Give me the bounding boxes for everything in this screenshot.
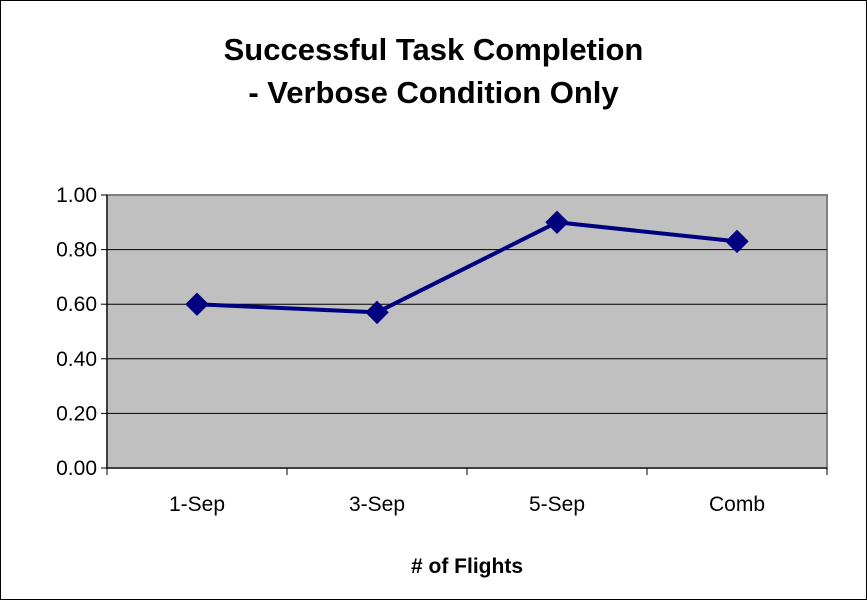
data-point-marker (185, 292, 209, 316)
y-tick-label: 0.80 (56, 239, 97, 262)
x-axis-ticks: 1-Sep 3-Sep 5-Sep Comb (106, 468, 828, 516)
chart-title-line-2: - Verbose Condition Only (248, 75, 619, 110)
series-layer (185, 210, 749, 325)
y-tick-label: 0.40 (56, 348, 97, 371)
y-tick-label: 0.60 (56, 293, 97, 316)
x-tick-label: 3-Sep (349, 493, 405, 516)
data-point-marker (365, 300, 389, 325)
data-point-marker (725, 229, 749, 254)
chart-title: Successful Task Completion - Verbose Con… (0, 28, 867, 114)
series-line (196, 220, 738, 315)
y-tick-label: 0.20 (56, 402, 97, 425)
data-point-marker (545, 210, 569, 235)
y-axis-ticks: 0.00 0.20 0.40 0.60 0.80 1.00 (56, 184, 107, 480)
plot-area (106, 194, 828, 469)
x-tick-label: 5-Sep (529, 493, 585, 516)
y-tick-label: 1.00 (56, 184, 97, 207)
chart-title-line-1: Successful Task Completion (223, 32, 644, 67)
x-tick-label: 1-Sep (169, 493, 225, 516)
x-tick-label: Comb (709, 493, 765, 516)
y-tick-label: 0.00 (56, 457, 97, 480)
x-axis-label: # of Flights (411, 555, 523, 578)
